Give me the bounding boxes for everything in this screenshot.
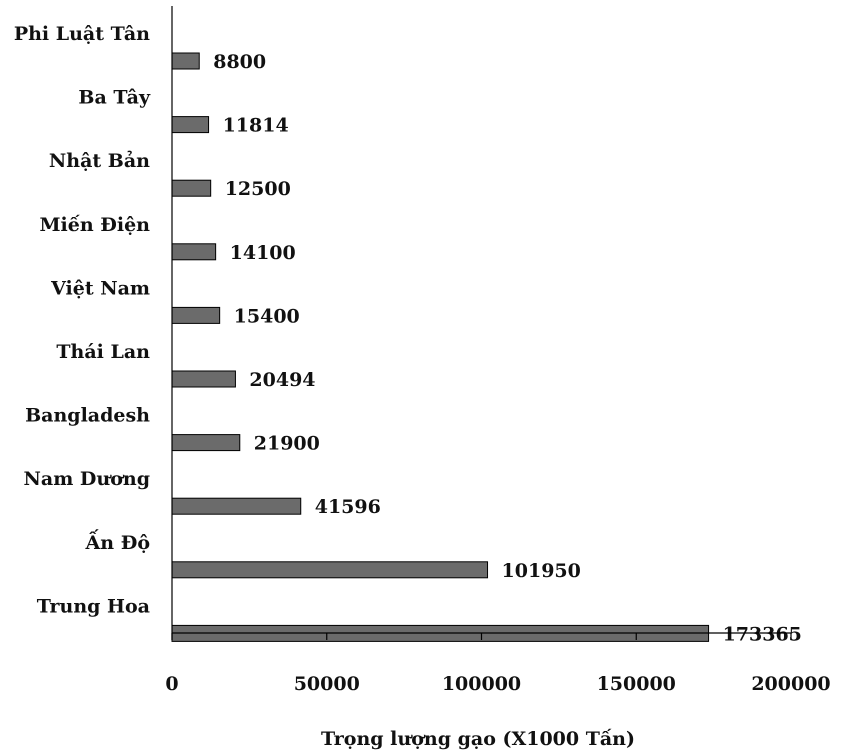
value-label: 41596: [315, 496, 381, 518]
x-ticks-group: 0 50000 100000 150000 200000: [165, 633, 831, 695]
bar: [171, 52, 200, 70]
bar: [171, 306, 221, 324]
value-label: 101950: [502, 560, 581, 582]
category-label: Thái Lan: [56, 341, 150, 363]
value-label: 14100: [230, 242, 296, 264]
x-axis-title: Trọng lượng gạo (X1000 Tấn): [321, 728, 635, 750]
bar: [171, 243, 217, 261]
x-tick-label: 200000: [751, 673, 830, 695]
category-label: Ấn Độ: [85, 529, 150, 554]
category-label: Nhật Bản: [49, 150, 150, 172]
category-label: Nam Dương: [24, 468, 150, 490]
value-label: 11814: [223, 115, 289, 137]
category-label: Trung Hoa: [37, 595, 150, 617]
bar: [171, 116, 210, 134]
bar: [171, 434, 241, 452]
bar: [171, 370, 236, 388]
value-label: 12500: [225, 178, 291, 200]
x-tick-label: 150000: [597, 673, 676, 695]
category-label: Miến Điện: [40, 214, 151, 236]
category-label: Ba Tây: [78, 87, 151, 109]
category-label: Việt Nam: [50, 277, 150, 299]
x-tick-label: 0: [165, 673, 178, 695]
value-label: 15400: [234, 305, 300, 327]
x-tick-label: 50000: [294, 673, 360, 695]
value-labels-group: 8800 11814 12500 14100 15400 20494 21900 41596 1…: [213, 51, 802, 645]
value-label: 173365: [723, 623, 802, 645]
value-label: 20494: [249, 369, 315, 391]
category-label: Bangladesh: [25, 405, 150, 427]
bar: [171, 497, 302, 515]
bars-group: [171, 52, 710, 642]
x-tick-label: 100000: [442, 673, 521, 695]
category-label: Phi Luật Tân: [14, 23, 150, 45]
category-labels-group: Phi Luật Tân Ba Tây Nhật Bản Miến Điện Việt …: [14, 23, 151, 617]
value-label: 8800: [213, 51, 266, 73]
value-label: 21900: [254, 433, 320, 455]
bar: [171, 561, 489, 579]
bar: [171, 179, 212, 197]
